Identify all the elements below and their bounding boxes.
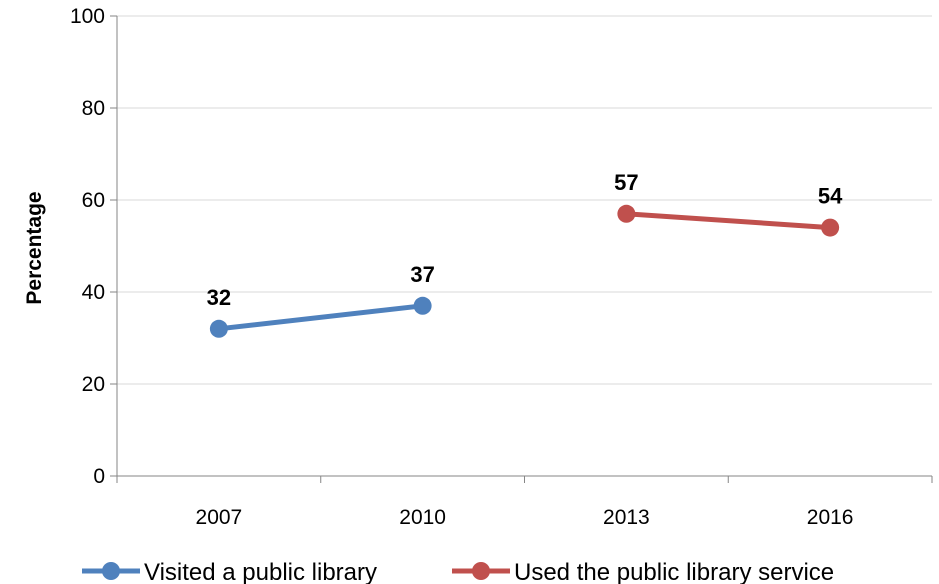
legend-label: Visited a public library	[144, 559, 377, 584]
x-axis-ticks: 2007 2010 2013 2016	[116, 476, 933, 529]
series-line	[623, 211, 833, 231]
series-2: 57 54	[614, 170, 843, 237]
legend-swatch-marker	[472, 562, 490, 580]
x-tick-label: 2016	[807, 506, 854, 529]
y-tick-label: 40	[82, 281, 105, 304]
data-point	[617, 204, 636, 223]
axes	[116, 16, 932, 477]
series: 32 37 57 54	[207, 170, 843, 338]
x-tick-label: 2007	[196, 506, 243, 529]
y-tick-label: 60	[82, 189, 105, 212]
series-line	[216, 303, 426, 332]
y-axis-title: Percentage	[23, 191, 46, 304]
legend-item: Visited a public library	[82, 559, 377, 584]
data-label: 54	[818, 184, 843, 209]
gridlines	[117, 15, 932, 385]
data-label: 32	[207, 285, 231, 310]
data-label: 37	[410, 262, 434, 287]
legend: Visited a public library Used the public …	[82, 559, 834, 584]
x-tick-label: 2010	[399, 506, 446, 529]
legend-item: Used the public library service	[452, 559, 834, 584]
data-point	[209, 319, 228, 338]
y-tick-label: 80	[82, 97, 105, 120]
y-axis-ticks: 0 20 40 60 80 100	[70, 5, 117, 488]
series-1: 32 37	[207, 262, 435, 338]
data-point	[413, 296, 432, 315]
legend-swatch-marker	[102, 562, 120, 580]
y-tick-label: 100	[70, 5, 105, 28]
data-label: 57	[614, 170, 638, 195]
x-tick-label: 2013	[603, 506, 650, 529]
legend-label: Used the public library service	[514, 559, 834, 584]
data-point	[821, 218, 840, 237]
y-tick-label: 20	[82, 373, 105, 396]
y-tick-label: 0	[93, 465, 105, 488]
